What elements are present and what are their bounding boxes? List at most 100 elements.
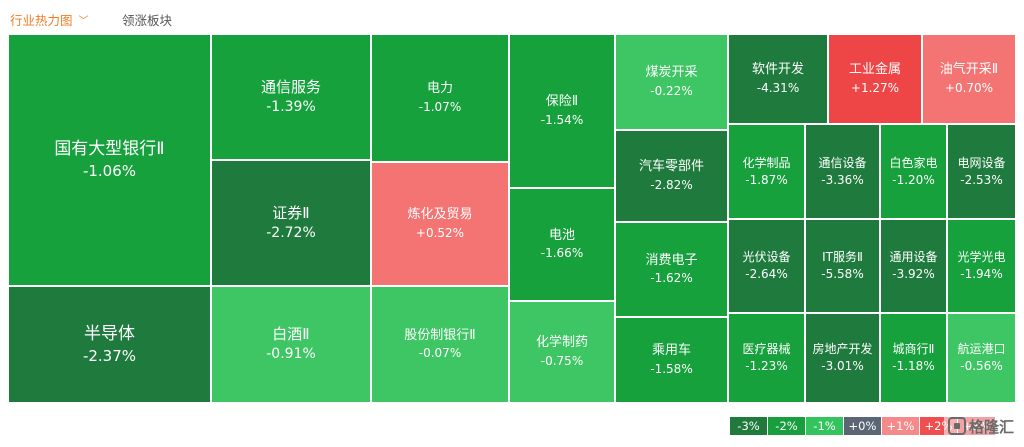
tile-name: 电力 xyxy=(426,81,453,97)
tile-change: -1.39% xyxy=(266,98,316,115)
tile-name: 证券Ⅱ xyxy=(272,203,310,222)
tile-change: -2.64% xyxy=(745,267,788,281)
tile-change: -1.54% xyxy=(540,112,584,127)
watermark-logo: 格隆汇 xyxy=(944,414,1019,438)
tile-change: -1.62% xyxy=(650,271,693,286)
tab-leading-sectors-label: 领涨板块 xyxy=(122,13,173,28)
legend-swatch: +0% xyxy=(844,417,882,435)
heatmap-tile[interactable]: 工业金属 +1.27% xyxy=(828,34,922,124)
heatmap-tile[interactable]: 油气开采Ⅱ +0.70% xyxy=(922,34,1016,124)
tile-name: 炼化及贸易 xyxy=(407,207,473,223)
tile-change: -3.01% xyxy=(821,359,864,373)
tile-name: 半导体 xyxy=(84,323,135,344)
legend-swatch: -1% xyxy=(806,417,844,435)
chevron-down-icon[interactable]: ﹀ xyxy=(78,16,89,27)
tile-name: 房地产开发 xyxy=(812,342,873,356)
heatmap-tile[interactable]: 航运港口 -0.56% xyxy=(947,313,1016,403)
tile-name: 煤炭开采 xyxy=(645,65,698,81)
heatmap-tile[interactable]: 通信设备 -3.36% xyxy=(805,124,880,219)
tile-change: +1.27% xyxy=(850,80,900,95)
heatmap-tile[interactable]: 汽车零部件 -2.82% xyxy=(615,130,728,222)
tile-name: 化学制药 xyxy=(535,335,588,351)
legend-swatch: +1% xyxy=(882,417,920,435)
tab-leading-sectors[interactable]: 领涨板块 xyxy=(122,10,172,29)
tile-change: -4.31% xyxy=(756,80,800,95)
tile-name: 软件开发 xyxy=(751,62,804,78)
heatmap-tile[interactable]: 化学制药 -0.75% xyxy=(509,301,615,403)
tile-name: 医疗器械 xyxy=(742,342,791,356)
tile-change: -3.36% xyxy=(821,172,864,187)
tile-name: 国有大型银行Ⅱ xyxy=(54,139,165,159)
tile-change: -1.66% xyxy=(540,246,584,261)
heatmap-tile[interactable]: 光伏设备 -2.64% xyxy=(728,219,805,313)
heatmap-tile[interactable]: 房地产开发 -3.01% xyxy=(805,313,880,403)
heatmap-tile[interactable]: 股份制银行Ⅱ -0.07% xyxy=(371,286,509,403)
tile-name: 通信服务 xyxy=(260,77,321,96)
heatmap-tile[interactable]: 软件开发 -4.31% xyxy=(728,34,828,124)
heatmap-tile[interactable]: 化学制品 -1.87% xyxy=(728,124,805,219)
heatmap-tile[interactable]: 国有大型银行Ⅱ -1.06% xyxy=(8,34,211,286)
tile-name: 油气开采Ⅱ xyxy=(939,62,999,78)
heatmap-tile[interactable]: 白色家电 -1.20% xyxy=(880,124,947,219)
heatmap-tile[interactable]: 电池 -1.66% xyxy=(509,188,615,301)
tile-name: 电网设备 xyxy=(957,155,1006,170)
heatmap-tile[interactable]: IT服务Ⅱ -5.58% xyxy=(805,219,880,313)
logo-mark-icon xyxy=(948,417,966,435)
tile-change: -5.58% xyxy=(821,267,864,281)
tile-name: 光学光电 xyxy=(957,250,1006,264)
legend-swatch: -2% xyxy=(768,417,806,435)
tile-name: 股份制银行Ⅱ xyxy=(404,327,476,343)
tile-change: -2.53% xyxy=(960,172,1003,187)
heatmap-tile[interactable]: 医疗器械 -1.23% xyxy=(728,313,805,403)
tile-name: 工业金属 xyxy=(848,62,901,78)
tile-name: 汽车零部件 xyxy=(638,159,704,175)
heatmap-tile[interactable]: 乘用车 -1.58% xyxy=(615,317,728,403)
tile-change: -3.92% xyxy=(892,267,935,281)
tile-change: -1.94% xyxy=(960,267,1003,281)
tile-change: +0.52% xyxy=(415,225,465,240)
tile-change: -1.87% xyxy=(745,172,788,187)
tile-change: -1.07% xyxy=(418,99,462,114)
heatmap-tile[interactable]: 白酒Ⅱ -0.91% xyxy=(211,286,371,403)
heatmap-tile[interactable]: 电网设备 -2.53% xyxy=(947,124,1016,219)
tile-name: IT服务Ⅱ xyxy=(822,250,863,264)
tile-change: -0.22% xyxy=(650,83,693,98)
heatmap-tile[interactable]: 通信服务 -1.39% xyxy=(211,34,371,160)
tile-change: -0.75% xyxy=(540,353,584,368)
tile-change: -1.58% xyxy=(650,361,693,376)
heatmap-tile[interactable]: 煤炭开采 -0.22% xyxy=(615,34,728,130)
tile-name: 通用设备 xyxy=(889,250,938,264)
tab-industry-heatmap[interactable]: 行业热力图 ﹀ xyxy=(10,10,89,29)
tile-name: 光伏设备 xyxy=(742,250,791,264)
heatmap-tile[interactable]: 消费电子 -1.62% xyxy=(615,222,728,317)
tile-name: 消费电子 xyxy=(645,252,698,268)
tile-name: 航运港口 xyxy=(957,342,1006,356)
tile-name: 白酒Ⅱ xyxy=(272,325,310,344)
tile-change: -2.72% xyxy=(266,224,316,241)
tile-name: 城商行Ⅱ xyxy=(892,342,935,356)
tile-name: 白色家电 xyxy=(889,155,938,170)
tile-change: -0.07% xyxy=(418,346,462,361)
tile-change: +0.70% xyxy=(944,80,994,95)
tile-name: 电池 xyxy=(548,227,575,243)
watermark-text: 格隆汇 xyxy=(969,417,1015,436)
tile-name: 化学制品 xyxy=(742,155,791,170)
tile-name: 乘用车 xyxy=(651,343,691,359)
heatmap-tile[interactable]: 电力 -1.07% xyxy=(371,34,509,162)
heatmap-tile[interactable]: 城商行Ⅱ -1.18% xyxy=(880,313,947,403)
tile-change: -2.82% xyxy=(650,177,693,192)
tile-name: 通信设备 xyxy=(818,155,867,170)
heatmap-tile[interactable]: 半导体 -2.37% xyxy=(8,286,211,403)
heatmap-tile[interactable]: 证券Ⅱ -2.72% xyxy=(211,160,371,286)
tab-industry-heatmap-label: 行业热力图 xyxy=(10,13,73,28)
heatmap-tile[interactable]: 保险Ⅱ -1.54% xyxy=(509,34,615,188)
legend-swatch: -3% xyxy=(730,417,768,435)
heatmap-tile[interactable]: 光学光电 -1.94% xyxy=(947,219,1016,313)
tile-change: -1.06% xyxy=(82,162,137,181)
tile-change: -0.91% xyxy=(266,346,316,363)
heatmap-tile[interactable]: 炼化及贸易 +0.52% xyxy=(371,162,509,286)
heatmap-tile[interactable]: 通用设备 -3.92% xyxy=(880,219,947,313)
tile-change: -1.23% xyxy=(745,359,788,373)
tile-change: -1.18% xyxy=(892,359,935,373)
